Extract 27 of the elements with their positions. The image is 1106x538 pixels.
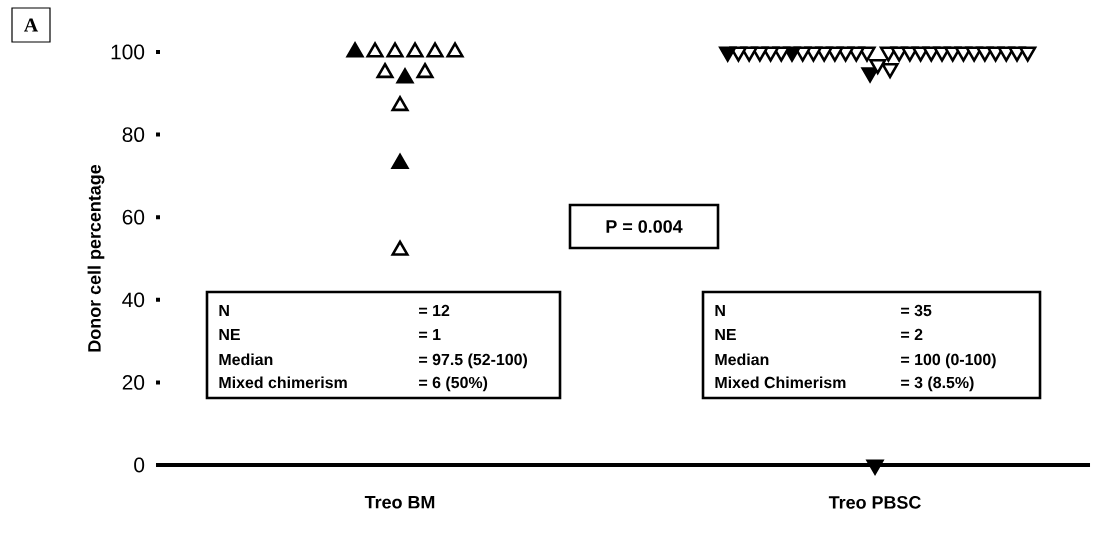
annotation: NE	[219, 329, 240, 340]
text: A	[23, 18, 39, 32]
annotation: = 35	[901, 304, 932, 317]
y-tick-label: 100	[111, 44, 145, 60]
x-tick-label: Treo BM	[364, 496, 435, 509]
annotation: Median	[715, 353, 769, 366]
annotation: = 3 (8.5%)	[901, 376, 974, 392]
annotation: Mixed Chimerism	[715, 376, 846, 389]
annotation: = 6 (50%)	[419, 376, 488, 392]
annotation: N	[219, 305, 229, 316]
x-tick-label: Treo PBSC	[828, 496, 921, 509]
y-axis-title: Donor cell percentage	[87, 164, 105, 352]
annotation: Mixed chimerism	[219, 376, 347, 389]
y-tick-label: 20	[122, 375, 145, 390]
y-tick-label: 60	[122, 209, 145, 225]
annotation: N	[715, 305, 725, 316]
annotation: = 100 (0-100)	[901, 353, 996, 369]
annotation: Median	[219, 353, 273, 366]
y-tick-label: 0	[134, 457, 145, 473]
y-tick-label: 80	[122, 127, 145, 143]
y-tick-label: 40	[122, 292, 145, 308]
annotation: = 12	[419, 304, 450, 316]
annotation: = 1	[419, 329, 441, 340]
annotation: = 2	[901, 328, 923, 340]
annotation: NE	[715, 329, 736, 340]
annotation: P = 0.004	[606, 220, 683, 233]
annotation: = 97.5 (52-100)	[419, 353, 528, 369]
